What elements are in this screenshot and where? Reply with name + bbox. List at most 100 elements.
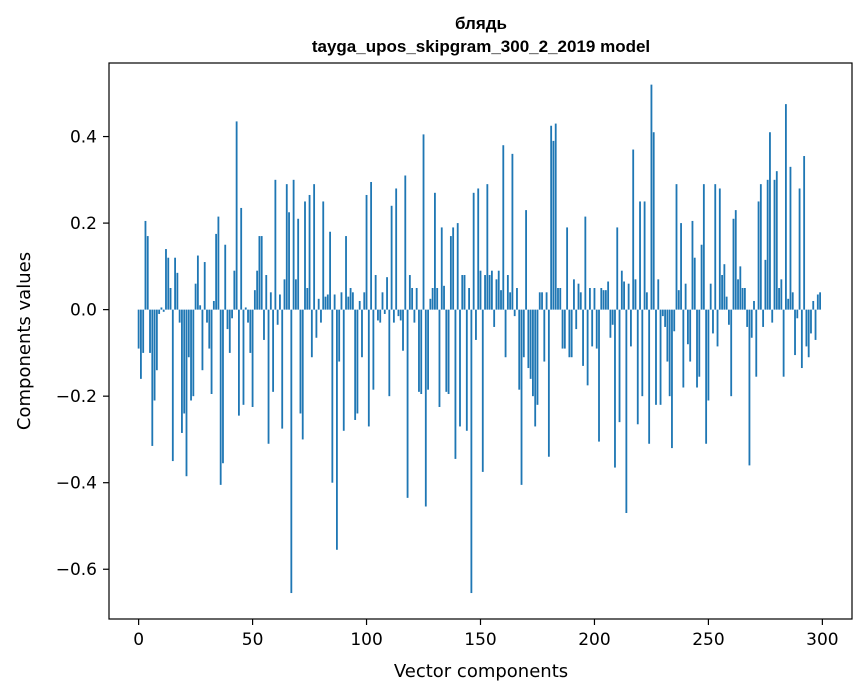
bar-257: [723, 264, 726, 310]
bar-81: [322, 201, 325, 310]
bar-91: [345, 236, 347, 310]
bar-232: [666, 309, 669, 362]
bar-235: [673, 309, 676, 332]
y-tick-label-0: 0.4: [70, 128, 97, 148]
bar-297: [814, 309, 817, 340]
bar-82: [324, 296, 327, 310]
bar-270: [753, 300, 755, 310]
bar-207: [609, 309, 612, 338]
bar-132: [438, 309, 441, 407]
bar-12: [165, 249, 167, 310]
bar-141: [459, 309, 461, 427]
bar-155: [490, 270, 493, 310]
bar-251: [709, 283, 712, 310]
bar-15: [171, 309, 174, 462]
bar-294: [807, 309, 810, 358]
bar-216: [630, 309, 632, 347]
bar-113: [395, 188, 398, 310]
bar-43: [235, 121, 238, 310]
bar-0: [137, 309, 140, 349]
bar-30: [206, 309, 208, 323]
bar-197: [586, 309, 589, 386]
bar-149: [477, 188, 480, 310]
bar-139: [454, 309, 457, 459]
bar-148: [475, 309, 477, 340]
bar-184: [557, 288, 559, 310]
bar-3: [144, 220, 147, 310]
bar-59: [272, 309, 275, 392]
bar-4: [146, 236, 149, 310]
bar-200: [593, 288, 596, 310]
bar-262: [734, 210, 737, 310]
bar-151: [481, 309, 484, 472]
bar-268: [748, 309, 751, 466]
y-tick-label-1: 0.2: [70, 214, 97, 234]
bar-204: [602, 290, 605, 310]
bar-41: [231, 309, 233, 319]
bar-287: [791, 292, 794, 310]
bar-63: [281, 309, 284, 429]
bar-79: [317, 298, 320, 310]
bar-290: [798, 188, 801, 310]
bar-293: [805, 309, 808, 347]
bar-14: [169, 288, 172, 310]
bar-120: [411, 288, 414, 310]
bar-95: [354, 309, 357, 420]
bar-236: [675, 184, 678, 310]
bar-70: [297, 218, 300, 310]
bar-93: [349, 288, 352, 310]
bar-256: [721, 275, 723, 310]
bar-124: [420, 309, 423, 394]
bar-107: [381, 292, 384, 310]
bar-66: [288, 212, 290, 310]
bar-48: [247, 309, 249, 323]
bar-212: [620, 270, 623, 310]
bar-178: [543, 309, 546, 362]
bar-51: [253, 290, 256, 310]
bar-18: [178, 309, 181, 323]
bar-213: [623, 281, 625, 310]
bar-255: [718, 188, 721, 310]
bar-230: [661, 309, 664, 317]
bar-158: [497, 270, 500, 310]
bar-279: [773, 179, 776, 310]
x-tick-label-300: 300: [806, 630, 838, 650]
bar-31: [208, 309, 211, 349]
bar-97: [358, 300, 361, 310]
bar-153: [486, 184, 489, 310]
y-tick-label-3: −0.2: [56, 387, 97, 407]
bar-152: [484, 275, 486, 310]
bar-258: [725, 296, 728, 310]
bar-220: [639, 201, 641, 310]
bar-167: [518, 309, 521, 390]
bar-109: [386, 277, 388, 310]
bar-259: [728, 309, 730, 325]
bar-292: [803, 156, 806, 310]
bar-98: [361, 309, 363, 358]
x-tick-label-150: 150: [464, 630, 496, 650]
x-axis-label: Vector components: [394, 661, 568, 682]
bar-240: [684, 283, 687, 310]
bar-20: [183, 309, 186, 414]
bar-114: [397, 309, 400, 317]
bar-218: [634, 279, 637, 310]
bar-156: [493, 309, 496, 327]
bar-264: [739, 266, 742, 310]
bar-112: [392, 309, 395, 323]
bar-195: [582, 309, 584, 366]
bar-166: [516, 288, 518, 310]
bar-series: [137, 84, 821, 594]
bar-77: [313, 184, 316, 310]
bar-136: [447, 309, 450, 394]
bar-164: [511, 153, 514, 310]
bar-26: [196, 255, 199, 310]
bar-54: [260, 236, 263, 310]
bar-62: [279, 294, 281, 310]
bar-52: [256, 270, 259, 310]
bar-13: [167, 257, 170, 310]
bar-272: [757, 201, 760, 310]
bar-2: [142, 309, 145, 353]
bar-224: [648, 309, 651, 444]
y-axis-label: Components values: [14, 252, 35, 430]
bar-127: [427, 309, 429, 390]
